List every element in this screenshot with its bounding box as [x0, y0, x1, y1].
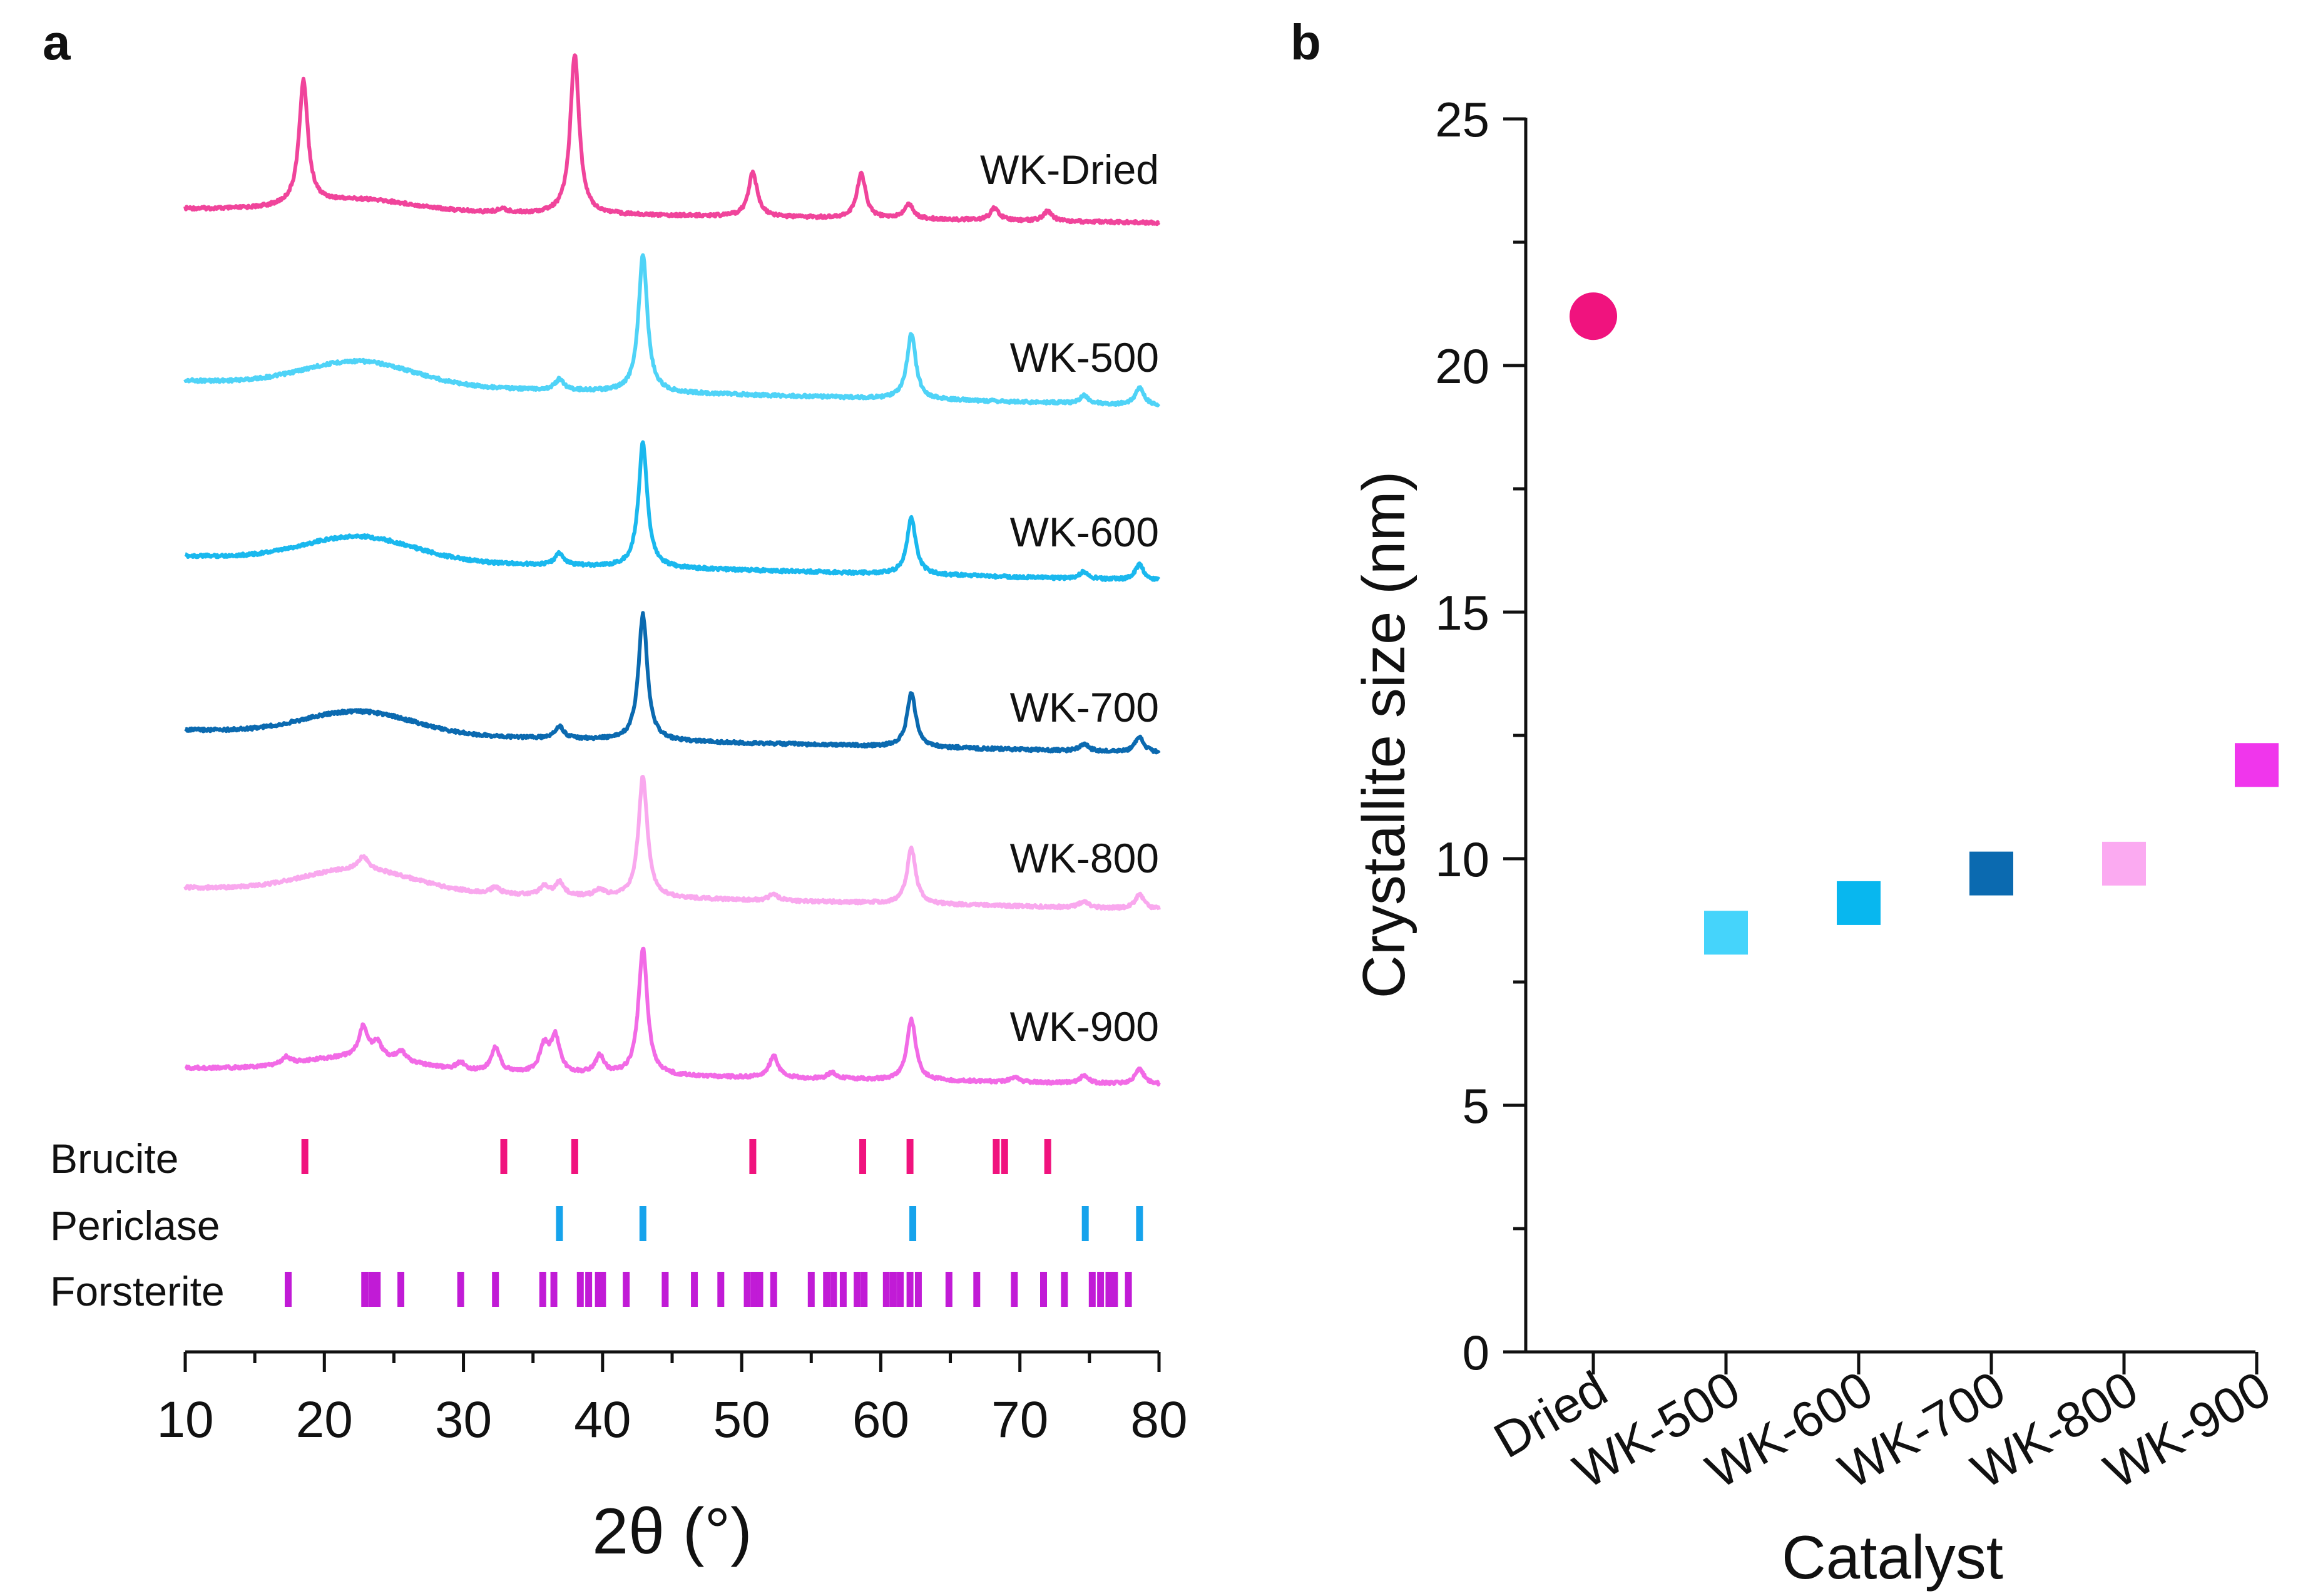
phase-label-periclase: Periclase — [50, 1202, 220, 1249]
cs-y-tick-label: 10 — [1435, 832, 1489, 887]
cs-y-axis-ticks — [1503, 117, 1526, 1354]
xrd-x-tick-label: 20 — [296, 1391, 353, 1448]
crystallite-size-chart: 0 5 10 15 20 25 DriedWK-500WK-600WK-700WK-800… — [1351, 92, 2280, 1592]
xrd-x-axis-ticks — [183, 1352, 1161, 1372]
xrd-phase-ticks — [284, 1139, 1143, 1307]
cs-y-tick-label: 0 — [1463, 1325, 1489, 1380]
cs-y-tick-label: 25 — [1435, 92, 1489, 147]
phase-label-brucite: Brucite — [50, 1135, 178, 1182]
cs-point-wk-600 — [1837, 881, 1881, 925]
xrd-trace-wk-900 — [184, 946, 1161, 1087]
xrd-trace-label: WK-Dried — [980, 146, 1159, 193]
cs-point-wk-800 — [2102, 841, 2146, 886]
xrd-trace-label: WK-600 — [1010, 509, 1159, 555]
xrd-trace-wk-dried — [183, 53, 1161, 227]
xrd-x-axis-title: 2θ (°) — [592, 1495, 752, 1568]
cs-y-tick-label: 5 — [1463, 1078, 1489, 1133]
cs-point-wk-500 — [1704, 911, 1748, 955]
xrd-x-tick-label: 70 — [991, 1391, 1048, 1448]
xrd-phase-labels: Brucite Periclase Forsterite — [50, 1135, 225, 1314]
cs-point-wk-900 — [2235, 743, 2279, 787]
xrd-trace-wk-800 — [183, 775, 1161, 911]
xrd-trace-wk-700 — [184, 611, 1161, 755]
xrd-x-tick-label: 10 — [156, 1391, 213, 1448]
cs-y-axis-title: Crystallite size (nm) — [1351, 471, 1417, 999]
xrd-trace-label: WK-900 — [1010, 1003, 1159, 1050]
xrd-chart: WK-Dried WK-500 WK-600 WK-700 WK-800 WK-900 B… — [50, 53, 1188, 1568]
xrd-trace-label: WK-700 — [1010, 684, 1159, 730]
xrd-trace-label: WK-500 — [1010, 334, 1159, 381]
xrd-x-tick-label: 80 — [1130, 1391, 1187, 1448]
xrd-x-axis-tick-labels: 10 20 30 40 50 60 70 80 — [156, 1391, 1187, 1448]
xrd-x-tick-label: 40 — [574, 1391, 631, 1448]
cs-point-dried — [1570, 292, 1617, 340]
xrd-x-tick-label: 30 — [435, 1391, 492, 1448]
xrd-x-tick-label: 50 — [713, 1391, 770, 1448]
cs-x-axis-ticks — [1591, 1352, 2259, 1374]
xrd-trace-labels: WK-Dried WK-500 WK-600 WK-700 WK-800 WK-900 — [980, 146, 1159, 1050]
xrd-x-tick-label: 60 — [852, 1391, 909, 1448]
xrd-traces — [183, 53, 1161, 1087]
xrd-trace-label: WK-800 — [1010, 835, 1159, 881]
panel-b-label: b — [1290, 14, 1321, 70]
cs-x-axis-title: Catalyst — [1782, 1523, 2003, 1592]
phase-label-forsterite: Forsterite — [50, 1268, 225, 1314]
cs-y-axis-tick-labels: 0 5 10 15 20 25 — [1435, 92, 1489, 1380]
xrd-trace-wk-600 — [184, 440, 1161, 582]
cs-data-points — [1570, 292, 2279, 955]
cs-y-tick-label: 15 — [1435, 585, 1489, 640]
xrd-trace-wk-500 — [183, 253, 1161, 407]
panel-a-label: a — [43, 14, 71, 70]
cs-y-tick-label: 20 — [1435, 339, 1489, 394]
cs-point-wk-700 — [1969, 851, 2013, 896]
